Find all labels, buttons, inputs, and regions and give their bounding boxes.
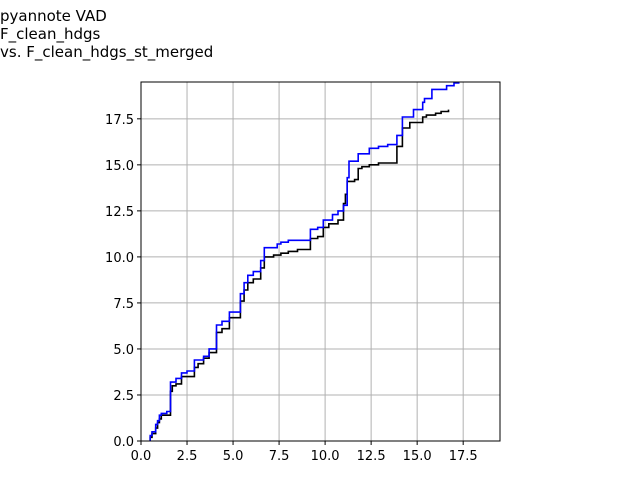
x-tick-label: 12.5 xyxy=(357,449,386,464)
y-tick-label: 0.0 xyxy=(113,435,134,450)
y-tick-label: 5.0 xyxy=(113,343,134,358)
series-line-1 xyxy=(149,109,450,441)
title-line-3: vs. F_clean_hdgs_st_merged xyxy=(0,43,214,61)
plot-frame xyxy=(140,81,501,442)
y-tick-label: 12.5 xyxy=(105,205,134,220)
x-tick-label: 5.0 xyxy=(223,449,244,464)
series-layer xyxy=(149,82,460,441)
y-tick-label: 7.5 xyxy=(113,297,134,312)
y-tick-label: 2.5 xyxy=(113,389,134,404)
x-tick-label: 0.0 xyxy=(131,449,152,464)
title-line-2: F_clean_hdgs xyxy=(0,25,101,43)
x-tick-label: 7.5 xyxy=(269,449,290,464)
y-tick-label: 17.5 xyxy=(105,113,134,128)
x-tick-label: 10.0 xyxy=(311,449,340,464)
grid-lines xyxy=(140,82,500,442)
y-tick-label: 10.0 xyxy=(105,251,134,266)
chart-title: pyannote VAD F_clean_hdgs vs. F_clean_hd… xyxy=(0,7,213,61)
series-line-2 xyxy=(149,82,460,441)
x-tick-label: 17.5 xyxy=(449,449,478,464)
axis-ticks: 0.0 2.5 5.0 7.5 10.0 12.5 15.0 17.5 0.0 2.5 5.0 7.5… xyxy=(105,113,478,464)
y-tick-label: 15.0 xyxy=(105,159,134,174)
title-line-1: pyannote VAD xyxy=(0,7,107,25)
x-tick-label: 2.5 xyxy=(177,449,198,464)
x-tick-label: 15.0 xyxy=(403,449,432,464)
